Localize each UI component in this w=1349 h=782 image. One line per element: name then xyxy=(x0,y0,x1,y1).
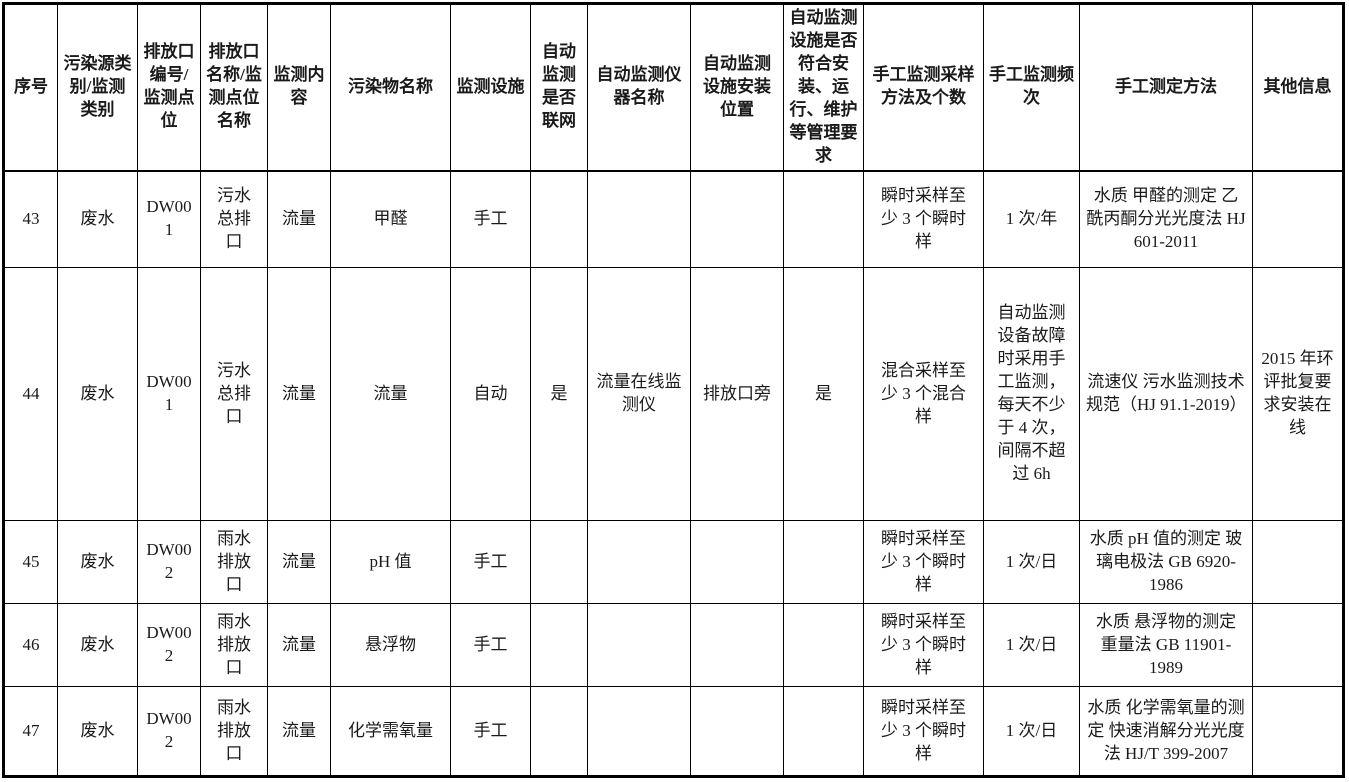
cell-manual-method: 水质 pH 值的测定 玻璃电极法 GB 6920-1986 xyxy=(1079,520,1253,605)
header-other-info: 其他信息 xyxy=(1252,2,1344,172)
cell-auto-instrument-name xyxy=(587,170,691,269)
table-row-44: 44 废水 DW001 污水总排口 流量 流量 自动 是 流量在线监测仪 排放口… xyxy=(3,267,1344,522)
cell-pollutant-name: 化学需氧量 xyxy=(330,686,451,778)
cell-outlet-name: 污水总排口 xyxy=(200,170,268,269)
cell-manual-sampling-method: 混合采样至少 3 个混合样 xyxy=(863,267,984,522)
cell-other-info xyxy=(1252,520,1344,605)
cell-serial-number: 46 xyxy=(3,603,58,688)
header-auto-install-location: 自动监测设施安装位置 xyxy=(690,2,784,172)
cell-pollution-source-category: 废水 xyxy=(57,686,138,778)
cell-auto-networked xyxy=(530,520,588,605)
cell-manual-method: 流速仪 污水监测技术规范（HJ 91.1-2019） xyxy=(1079,267,1253,522)
cell-pollutant-name: 悬浮物 xyxy=(330,603,451,688)
cell-manual-frequency: 1 次/年 xyxy=(983,170,1080,269)
header-serial-number: 序号 xyxy=(3,2,58,172)
cell-auto-instrument-name xyxy=(587,603,691,688)
cell-auto-install-location xyxy=(690,603,784,688)
cell-outlet-code: DW002 xyxy=(137,520,201,605)
cell-manual-sampling-method: 瞬时采样至少 3 个瞬时样 xyxy=(863,520,984,605)
cell-other-info xyxy=(1252,603,1344,688)
cell-auto-install-location xyxy=(690,520,784,605)
cell-auto-compliance xyxy=(783,686,864,778)
cell-manual-frequency: 1 次/日 xyxy=(983,686,1080,778)
cell-auto-networked xyxy=(530,170,588,269)
header-auto-compliance: 自动监测设施是否符合安装、运行、维护等管理要求 xyxy=(783,2,864,172)
header-manual-sampling-method: 手工监测采样方法及个数 xyxy=(863,2,984,172)
cell-outlet-code: DW001 xyxy=(137,170,201,269)
table-row-46: 46 废水 DW002 雨水排放口 流量 悬浮物 手工 瞬时采样至少 3 个瞬时… xyxy=(3,603,1344,688)
cell-manual-method: 水质 悬浮物的测定 重量法 GB 11901-1989 xyxy=(1079,603,1253,688)
cell-manual-sampling-method: 瞬时采样至少 3 个瞬时样 xyxy=(863,603,984,688)
cell-serial-number: 44 xyxy=(3,267,58,522)
header-manual-method: 手工测定方法 xyxy=(1079,2,1253,172)
cell-pollutant-name: 甲醛 xyxy=(330,170,451,269)
cell-pollution-source-category: 废水 xyxy=(57,603,138,688)
cell-manual-sampling-method: 瞬时采样至少 3 个瞬时样 xyxy=(863,686,984,778)
cell-other-info xyxy=(1252,170,1344,269)
cell-monitoring-content: 流量 xyxy=(267,267,331,522)
cell-auto-instrument-name xyxy=(587,686,691,778)
cell-auto-networked xyxy=(530,603,588,688)
table-row-43: 43 废水 DW001 污水总排口 流量 甲醛 手工 瞬时采样至少 3 个瞬时样… xyxy=(3,170,1344,269)
cell-outlet-code: DW001 xyxy=(137,267,201,522)
cell-auto-install-location: 排放口旁 xyxy=(690,267,784,522)
cell-manual-method: 水质 甲醛的测定 乙酰丙酮分光光度法 HJ 601-2011 xyxy=(1079,170,1253,269)
cell-outlet-code: DW002 xyxy=(137,686,201,778)
cell-pollutant-name: 流量 xyxy=(330,267,451,522)
cell-manual-sampling-method: 瞬时采样至少 3 个瞬时样 xyxy=(863,170,984,269)
cell-manual-method: 水质 化学需氧量的测定 快速消解分光光度法 HJ/T 399-2007 xyxy=(1079,686,1253,778)
cell-outlet-name: 污水总排口 xyxy=(200,267,268,522)
table-row-47: 47 废水 DW002 雨水排放口 流量 化学需氧量 手工 瞬时采样至少 3 个… xyxy=(3,686,1344,778)
header-auto-instrument-name: 自动监测仪器名称 xyxy=(587,2,691,172)
cell-serial-number: 43 xyxy=(3,170,58,269)
table-row-45: 45 废水 DW002 雨水排放口 流量 pH 值 手工 瞬时采样至少 3 个瞬… xyxy=(3,520,1344,605)
header-manual-frequency: 手工监测频次 xyxy=(983,2,1080,172)
cell-outlet-name: 雨水排放口 xyxy=(200,520,268,605)
cell-auto-compliance xyxy=(783,170,864,269)
header-pollutant-name: 污染物名称 xyxy=(330,2,451,172)
cell-auto-instrument-name: 流量在线监测仪 xyxy=(587,267,691,522)
header-outlet-code: 排放口编号/监测点位 xyxy=(137,2,201,172)
header-pollution-source-category: 污染源类别/监测类别 xyxy=(57,2,138,172)
cell-manual-frequency: 自动监测设备故障时采用手工监测，每天不少于 4 次，间隔不超过 6h xyxy=(983,267,1080,522)
header-outlet-name: 排放口名称/监测点位名称 xyxy=(200,2,268,172)
cell-pollution-source-category: 废水 xyxy=(57,267,138,522)
cell-pollution-source-category: 废水 xyxy=(57,520,138,605)
header-row: 序号 污染源类别/监测类别 排放口编号/监测点位 排放口名称/监测点位名称 监测… xyxy=(3,2,1344,172)
cell-monitoring-content: 流量 xyxy=(267,603,331,688)
cell-monitoring-facility: 自动 xyxy=(450,267,531,522)
cell-manual-frequency: 1 次/日 xyxy=(983,603,1080,688)
cell-manual-frequency: 1 次/日 xyxy=(983,520,1080,605)
cell-other-info: 2015 年环评批复要求安装在线 xyxy=(1252,267,1344,522)
cell-outlet-name: 雨水排放口 xyxy=(200,603,268,688)
cell-other-info xyxy=(1252,686,1344,778)
cell-outlet-name: 雨水排放口 xyxy=(200,686,268,778)
cell-serial-number: 45 xyxy=(3,520,58,605)
header-monitoring-facility: 监测设施 xyxy=(450,2,531,172)
cell-monitoring-facility: 手工 xyxy=(450,686,531,778)
cell-monitoring-content: 流量 xyxy=(267,170,331,269)
cell-auto-compliance xyxy=(783,603,864,688)
cell-monitoring-content: 流量 xyxy=(267,520,331,605)
cell-auto-install-location xyxy=(690,686,784,778)
cell-auto-install-location xyxy=(690,170,784,269)
cell-monitoring-facility: 手工 xyxy=(450,520,531,605)
cell-monitoring-content: 流量 xyxy=(267,686,331,778)
cell-serial-number: 47 xyxy=(3,686,58,778)
cell-auto-networked: 是 xyxy=(530,267,588,522)
cell-pollutant-name: pH 值 xyxy=(330,520,451,605)
cell-auto-compliance xyxy=(783,520,864,605)
cell-monitoring-facility: 手工 xyxy=(450,170,531,269)
cell-outlet-code: DW002 xyxy=(137,603,201,688)
cell-monitoring-facility: 手工 xyxy=(450,603,531,688)
header-monitoring-content: 监测内容 xyxy=(267,2,331,172)
cell-auto-networked xyxy=(530,686,588,778)
cell-auto-compliance: 是 xyxy=(783,267,864,522)
cell-auto-instrument-name xyxy=(587,520,691,605)
header-auto-networked: 自动监测是否联网 xyxy=(530,2,588,172)
cell-pollution-source-category: 废水 xyxy=(57,170,138,269)
